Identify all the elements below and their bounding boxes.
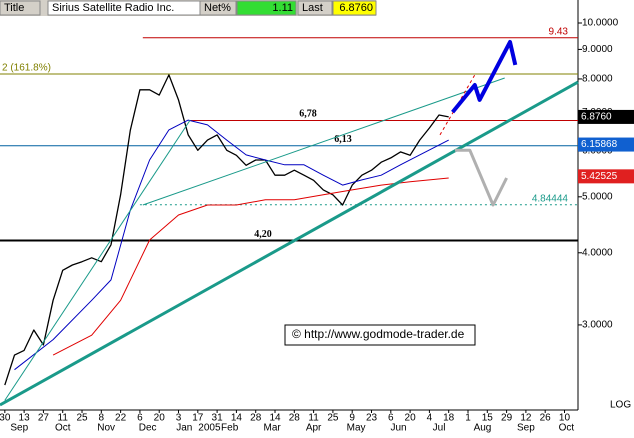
- x-tick-label: 29: [501, 413, 513, 424]
- x-tick-label: 26: [540, 413, 552, 424]
- x-tick-label: 25: [327, 413, 339, 424]
- header-name: Sirius Satellite Radio Inc.: [52, 2, 174, 14]
- month-label: Jan: [176, 423, 192, 433]
- level-label: 4.84444: [532, 193, 569, 204]
- y-tick-label: 4.0000: [582, 247, 613, 258]
- month-label: Oct: [559, 423, 575, 433]
- month-label: Sep: [517, 423, 535, 433]
- series-line: [451, 40, 518, 114]
- copyright-box: [284, 324, 476, 346]
- month-label: Dec: [139, 423, 157, 433]
- x-tick-label: 30: [0, 413, 11, 424]
- y-tick-label: 3.0000: [582, 320, 613, 331]
- series-line: [4, 74, 449, 386]
- x-tick-label: 1: [465, 413, 471, 424]
- header-cell: [297, 0, 333, 16]
- header-title_tab: Title: [4, 2, 24, 14]
- month-label: Oct: [55, 423, 71, 433]
- x-tick-label: 20: [405, 413, 417, 424]
- x-tick-label: 12: [520, 413, 532, 424]
- x-tick-label: 18: [443, 413, 455, 424]
- x-tick-label: 14: [231, 413, 243, 424]
- header-net_value: 1.11: [272, 2, 293, 14]
- month-label: Sep: [10, 423, 28, 433]
- header-cell: [0, 0, 41, 16]
- level-label: 2 (161.8%): [2, 63, 51, 74]
- series-line: [0, 80, 579, 407]
- x-tick-label: 10: [559, 413, 571, 424]
- month-label: May: [347, 423, 366, 433]
- month-label: Apr: [306, 423, 322, 433]
- x-tick-label: 3: [176, 413, 182, 424]
- copyright: © http://www.godmode-trader.de: [292, 327, 465, 341]
- x-tick-label: 6: [137, 413, 143, 424]
- series-line: [142, 77, 505, 206]
- x-tick-label: 11: [58, 413, 69, 424]
- x-tick-label: 20: [154, 413, 166, 424]
- series-line: [52, 177, 449, 356]
- x-tick-label: 6: [388, 413, 394, 424]
- y-tick-label: 9.0000: [582, 44, 613, 55]
- series-line: [4, 119, 191, 401]
- header-cell: [332, 0, 377, 16]
- x-tick-label: 23: [366, 413, 378, 424]
- x-tick-label: 27: [38, 413, 50, 424]
- header-last_label: Last: [302, 2, 323, 14]
- price-box-label: 6.8760: [581, 112, 612, 123]
- x-tick-label: 31: [212, 413, 224, 424]
- level-label: 6,13: [334, 134, 352, 145]
- month-label: Jun: [390, 423, 406, 433]
- y-tick-label: 8.0000: [582, 74, 613, 85]
- header-net_label: Net%: [204, 2, 231, 14]
- price-box: [578, 169, 634, 184]
- month-label: Jul: [433, 423, 446, 433]
- header-cell: [236, 0, 297, 16]
- price-box-label: 5.42525: [581, 171, 618, 182]
- header-cell: [199, 0, 237, 16]
- x-tick-label: 25: [76, 413, 88, 424]
- x-tick-label: 11: [308, 413, 319, 424]
- x-tick-label: 17: [192, 413, 204, 424]
- scale-label: LOG: [610, 400, 631, 411]
- level-label: 4,20: [254, 229, 272, 240]
- x-tick-label: 4: [427, 413, 433, 424]
- price-box: [578, 109, 634, 124]
- series-line: [14, 119, 449, 371]
- price-box: [578, 137, 634, 152]
- x-tick-label: 15: [482, 413, 494, 424]
- price-box-label: 6.15868: [581, 139, 618, 150]
- x-tick-label: 28: [250, 413, 262, 424]
- header-last_value: 6.8760: [339, 2, 373, 14]
- year-label: 2005: [198, 423, 221, 433]
- month-label: Nov: [97, 423, 115, 433]
- x-tick-label: 9: [349, 413, 355, 424]
- x-tick-label: 13: [19, 413, 31, 424]
- y-tick-label: 10.0000: [582, 18, 619, 29]
- series-line: [455, 148, 508, 207]
- level-label: 9.43: [549, 26, 569, 37]
- x-tick-label: 28: [289, 413, 301, 424]
- month-label: Mar: [263, 423, 281, 433]
- month-label: Aug: [474, 423, 492, 433]
- x-tick-label: 22: [115, 413, 127, 424]
- level-label: 6,78: [299, 109, 317, 120]
- x-tick-label: 8: [99, 413, 105, 424]
- y-tick-label: 5.0000: [582, 191, 613, 202]
- x-tick-label: 14: [269, 413, 281, 424]
- month-label: Feb: [221, 423, 239, 433]
